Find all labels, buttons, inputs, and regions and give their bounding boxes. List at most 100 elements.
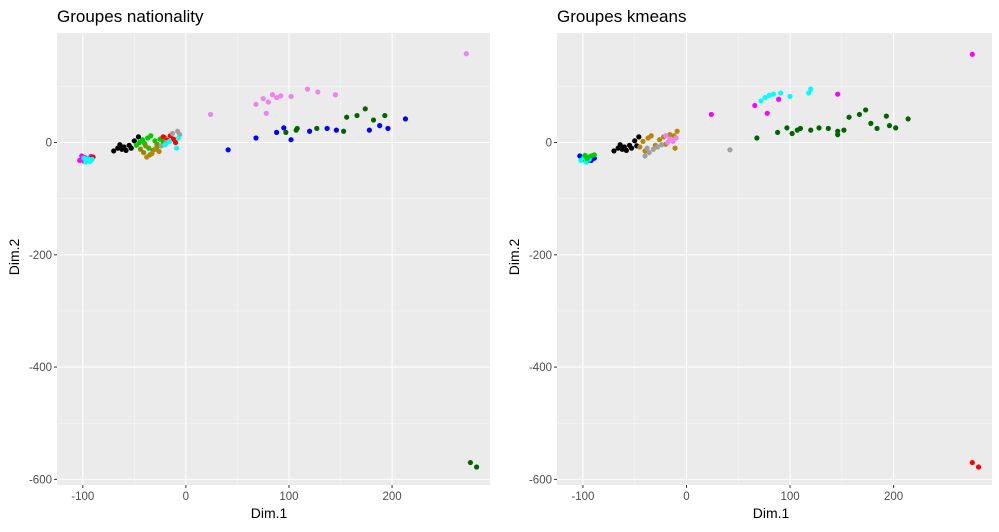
data-point bbox=[642, 153, 648, 159]
data-point bbox=[169, 130, 176, 137]
data-point bbox=[654, 144, 661, 150]
data-point bbox=[591, 152, 597, 158]
data-point bbox=[883, 113, 889, 119]
data-point bbox=[825, 125, 831, 132]
data-point bbox=[148, 133, 154, 139]
x-tick-label: 0 bbox=[683, 491, 689, 503]
data-point bbox=[294, 125, 300, 132]
data-point bbox=[344, 114, 350, 120]
x-tick-label: 200 bbox=[884, 491, 903, 503]
data-point bbox=[628, 145, 635, 151]
data-point bbox=[778, 90, 784, 96]
y-tick-label: 0 bbox=[546, 137, 552, 149]
data-point bbox=[835, 91, 841, 97]
data-point bbox=[135, 134, 142, 140]
data-point bbox=[637, 144, 643, 150]
data-point bbox=[263, 110, 269, 116]
data-point bbox=[623, 147, 629, 153]
data-point bbox=[762, 94, 768, 101]
data-point bbox=[766, 92, 772, 98]
data-point bbox=[366, 127, 372, 133]
data-point bbox=[253, 135, 259, 141]
data-point bbox=[402, 116, 409, 122]
data-point bbox=[659, 142, 665, 148]
data-point bbox=[154, 141, 160, 147]
data-point bbox=[278, 93, 284, 99]
data-point bbox=[752, 102, 758, 109]
data-point bbox=[667, 132, 673, 138]
data-point bbox=[139, 137, 146, 143]
data-point bbox=[868, 120, 874, 126]
plot-kmeans: Groupes kmeans Dim.1 Dim.2 -100 0 100 200 0 -… bbox=[506, 7, 992, 521]
data-point bbox=[304, 86, 311, 92]
data-point bbox=[969, 459, 975, 466]
data-point bbox=[265, 99, 271, 105]
data-point bbox=[672, 145, 678, 151]
data-point bbox=[806, 90, 812, 96]
data-point bbox=[797, 125, 803, 132]
y-tick-label: 0 bbox=[46, 137, 52, 149]
y-tick-label: -400 bbox=[529, 362, 552, 374]
data-point bbox=[863, 107, 869, 113]
data-point bbox=[162, 142, 168, 148]
data-point bbox=[273, 94, 280, 101]
data-point bbox=[332, 92, 338, 98]
data-point bbox=[354, 112, 360, 119]
data-point bbox=[137, 146, 144, 152]
y-tick-label: -200 bbox=[29, 250, 52, 262]
x-tick-label: -100 bbox=[571, 491, 594, 503]
data-point bbox=[288, 93, 294, 100]
data-point bbox=[149, 151, 155, 157]
plot-nationality: Groupes nationality Dim.1 Dim.2 -100 0 100… bbox=[6, 7, 490, 521]
data-point bbox=[273, 129, 280, 135]
y-axis-label: Dim.2 bbox=[506, 239, 522, 276]
data-point bbox=[123, 147, 129, 153]
data-point bbox=[674, 128, 680, 134]
data-point bbox=[253, 101, 259, 107]
data-point bbox=[473, 464, 480, 470]
data-point bbox=[314, 125, 320, 132]
data-point bbox=[152, 146, 158, 152]
data-point bbox=[893, 125, 899, 131]
data-point bbox=[640, 138, 646, 144]
data-point bbox=[333, 127, 339, 133]
data-point bbox=[787, 93, 793, 100]
data-point bbox=[81, 155, 87, 161]
data-point bbox=[874, 125, 880, 132]
y-tick-label: -400 bbox=[29, 362, 52, 374]
data-point bbox=[160, 134, 166, 140]
data-point bbox=[131, 138, 137, 144]
data-point bbox=[776, 96, 782, 102]
data-point bbox=[128, 145, 134, 151]
data-point bbox=[886, 123, 893, 129]
data-point bbox=[283, 129, 289, 135]
data-point bbox=[644, 145, 650, 151]
data-point bbox=[727, 147, 733, 153]
data-point bbox=[784, 125, 790, 131]
data-point bbox=[670, 138, 676, 144]
data-point bbox=[975, 464, 982, 470]
x-tick-label: 100 bbox=[780, 491, 799, 503]
data-point bbox=[969, 51, 975, 57]
data-point bbox=[166, 138, 172, 144]
x-axis-label: Dim.1 bbox=[251, 505, 288, 521]
data-point bbox=[846, 114, 852, 120]
data-point bbox=[708, 111, 714, 118]
data-point bbox=[89, 156, 95, 162]
data-point bbox=[176, 135, 182, 141]
data-point bbox=[260, 96, 266, 102]
data-point bbox=[156, 148, 162, 155]
x-tick-label: 200 bbox=[382, 491, 401, 503]
data-point bbox=[341, 128, 347, 134]
y-tick-label: -200 bbox=[529, 250, 552, 262]
data-point bbox=[324, 125, 330, 132]
panel-background bbox=[57, 33, 490, 485]
data-point bbox=[158, 143, 164, 149]
data-point bbox=[141, 149, 147, 156]
data-point bbox=[467, 459, 474, 466]
data-point bbox=[648, 133, 654, 139]
data-point bbox=[111, 148, 117, 154]
data-point bbox=[770, 91, 777, 97]
